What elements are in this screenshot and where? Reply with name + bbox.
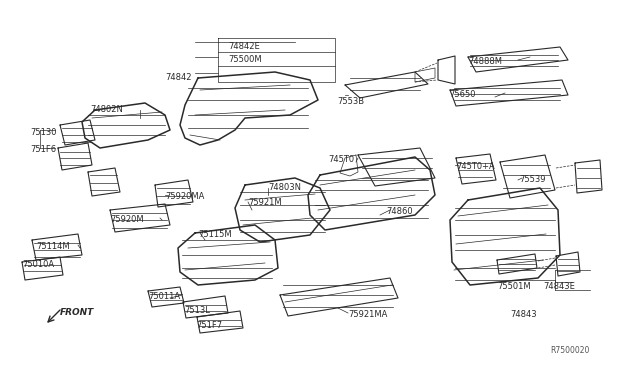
- Text: 75920MA: 75920MA: [165, 192, 204, 201]
- Text: 74888M: 74888M: [468, 57, 502, 66]
- Text: R7500020: R7500020: [550, 346, 590, 355]
- Text: 75921MA: 75921MA: [348, 310, 387, 319]
- Text: 74803N: 74803N: [268, 183, 301, 192]
- Text: 74802N: 74802N: [90, 105, 123, 114]
- Text: 74842E: 74842E: [228, 42, 260, 51]
- Text: 75921M: 75921M: [248, 198, 282, 207]
- Text: 75130: 75130: [30, 128, 56, 137]
- Text: 75650: 75650: [449, 90, 476, 99]
- Text: 75501M: 75501M: [497, 282, 531, 291]
- Text: 75539: 75539: [519, 175, 545, 184]
- Text: 751F6: 751F6: [30, 145, 56, 154]
- Text: 74842: 74842: [166, 73, 192, 82]
- Text: 7553B: 7553B: [337, 97, 364, 106]
- Text: 7513L: 7513L: [184, 306, 210, 315]
- Text: 75011A: 75011A: [148, 292, 180, 301]
- Text: 75010A: 75010A: [22, 260, 54, 269]
- Text: 745T0+A: 745T0+A: [456, 162, 495, 171]
- Text: 75115M: 75115M: [198, 230, 232, 239]
- Text: 74860: 74860: [386, 207, 413, 216]
- Text: 75114M: 75114M: [36, 242, 70, 251]
- Text: 75500M: 75500M: [228, 55, 262, 64]
- Text: 745T0: 745T0: [328, 155, 354, 164]
- Text: 74843: 74843: [510, 310, 536, 319]
- Text: 74843E: 74843E: [543, 282, 575, 291]
- Text: 75920M: 75920M: [110, 215, 143, 224]
- Text: FRONT: FRONT: [60, 308, 94, 317]
- Text: 751F7: 751F7: [196, 321, 222, 330]
